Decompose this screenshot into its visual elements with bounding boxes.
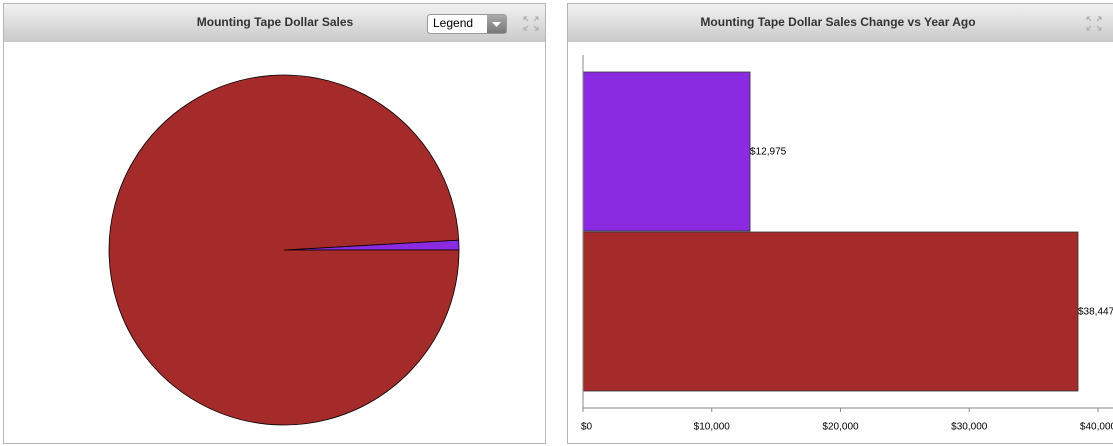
- dropdown-label[interactable]: Legend: [433, 16, 473, 30]
- dropdown-arrow: [492, 22, 501, 27]
- bar: [582, 71, 751, 232]
- chart-title: Mounting Tape Dollar Sales Change vs Yea…: [700, 15, 975, 29]
- expand-icon[interactable]: [1086, 16, 1102, 31]
- dropdown-box[interactable]: [427, 14, 507, 34]
- bar: [582, 231, 1079, 392]
- pie-slice: [108, 74, 460, 426]
- x-tick-label: $10,000: [694, 422, 731, 433]
- x-tick-label: $20,000: [822, 422, 859, 433]
- right-panel: Mounting Tape Dollar Sales Change vs Yea…: [567, 3, 1113, 444]
- x-tick-label: $30,000: [951, 422, 988, 433]
- legend-dropdown[interactable]: Legend: [427, 14, 507, 34]
- value-label: $38,447: [1078, 307, 1113, 318]
- expand-glyph[interactable]: [523, 16, 539, 31]
- value-label: $12,975: [750, 147, 787, 158]
- panel-header: [568, 4, 1113, 42]
- x-tick-label: $0: [581, 422, 593, 433]
- chart-title: Mounting Tape Dollar Sales: [197, 15, 354, 29]
- pie: [108, 74, 460, 426]
- bar-chart: $12,975 $38,447 $0 $10,000 $20,000 $30,000 $40…: [581, 55, 1113, 433]
- expand-icon[interactable]: [523, 16, 539, 31]
- x-tick-label: $40,000: [1080, 422, 1113, 433]
- left-panel: Mounting Tape Dollar Sales Legend: [3, 3, 546, 444]
- expand-glyph[interactable]: [1086, 16, 1102, 31]
